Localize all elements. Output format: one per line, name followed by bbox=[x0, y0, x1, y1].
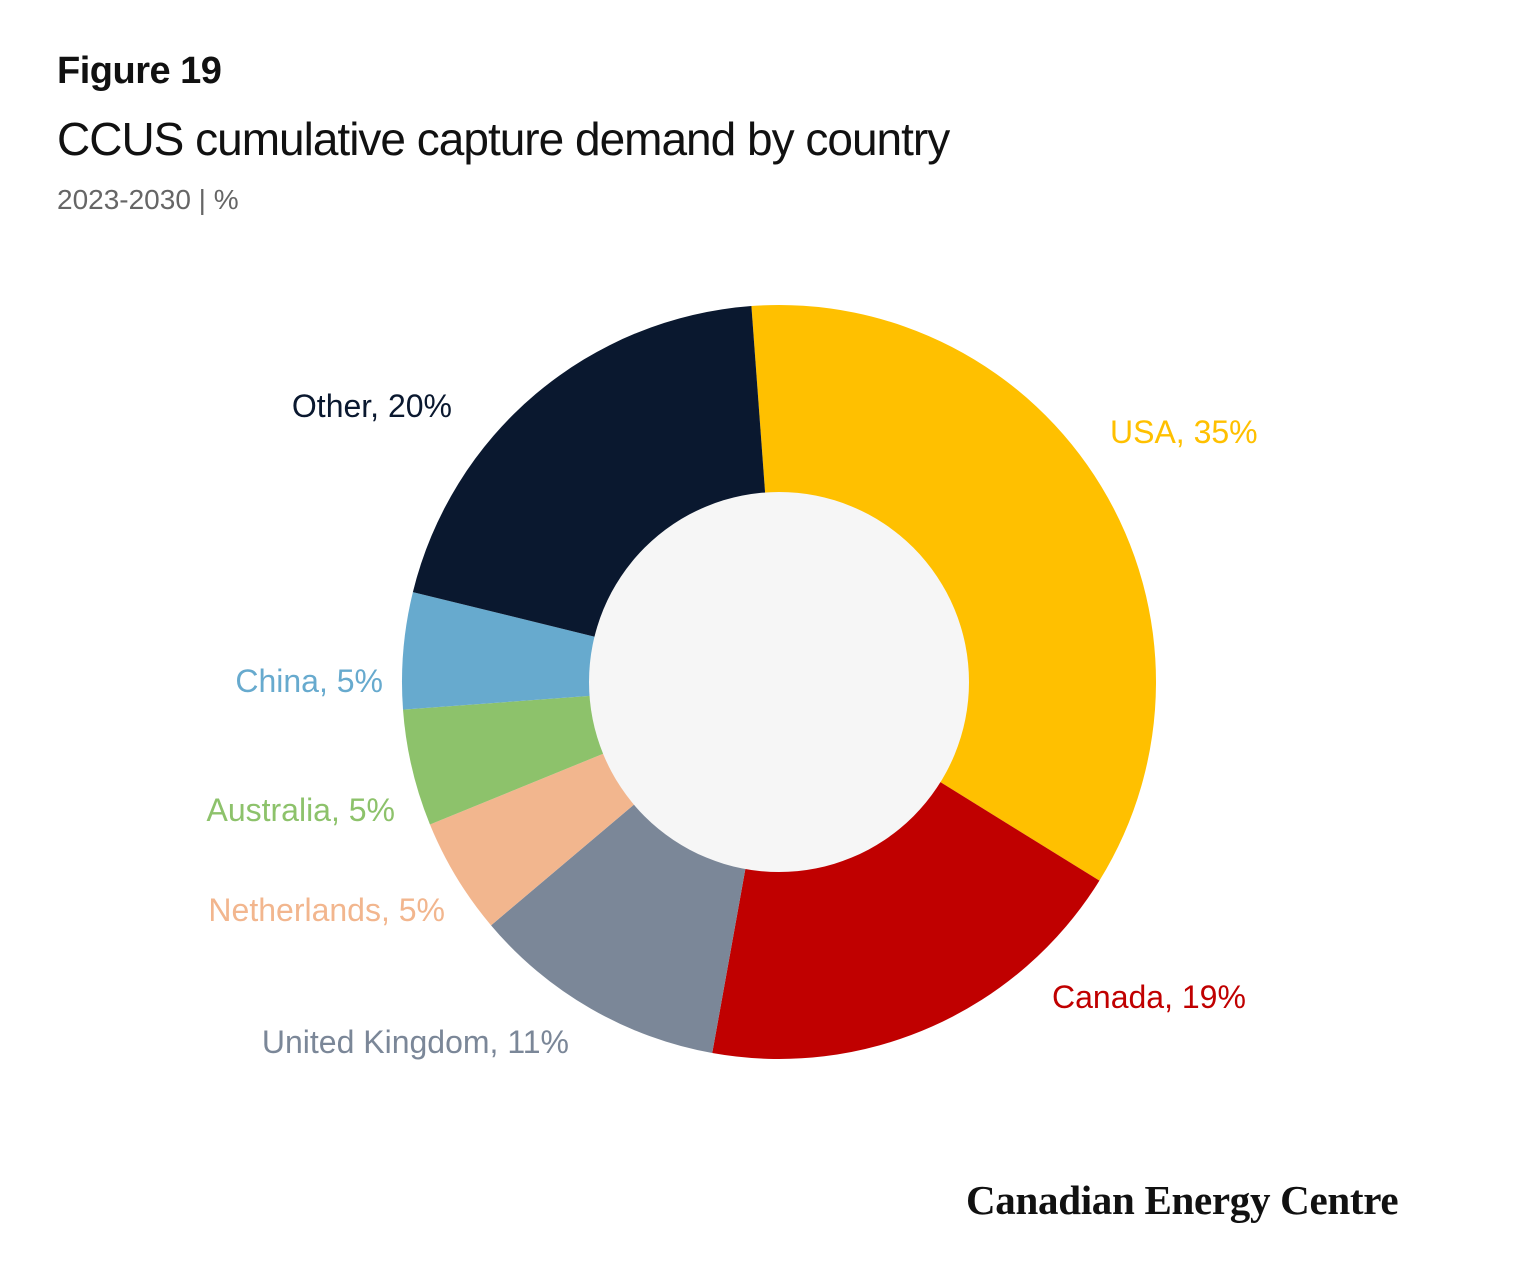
donut-center bbox=[589, 492, 969, 872]
label-usa: USA, 35% bbox=[1110, 414, 1258, 450]
slice-labels: USA, 35% Canada, 19% United Kingdom, 11% Ne… bbox=[206, 388, 1257, 1060]
label-australia: Australia, 5% bbox=[206, 792, 395, 828]
chart-subtitle: 2023-2030 | % bbox=[57, 184, 239, 215]
slice-usa bbox=[751, 304, 1157, 881]
label-netherlands: Netherlands, 5% bbox=[208, 892, 445, 928]
brand-logo-text: Canadian Energy Centre bbox=[966, 1177, 1399, 1223]
chart-title: CCUS cumulative capture demand by countr… bbox=[57, 113, 950, 165]
label-china: China, 5% bbox=[235, 663, 383, 699]
label-other: Other, 20% bbox=[292, 388, 452, 424]
label-united-kingdom: United Kingdom, 11% bbox=[262, 1024, 569, 1060]
figure-label: Figure 19 bbox=[57, 50, 222, 92]
label-canada: Canada, 19% bbox=[1052, 979, 1246, 1015]
